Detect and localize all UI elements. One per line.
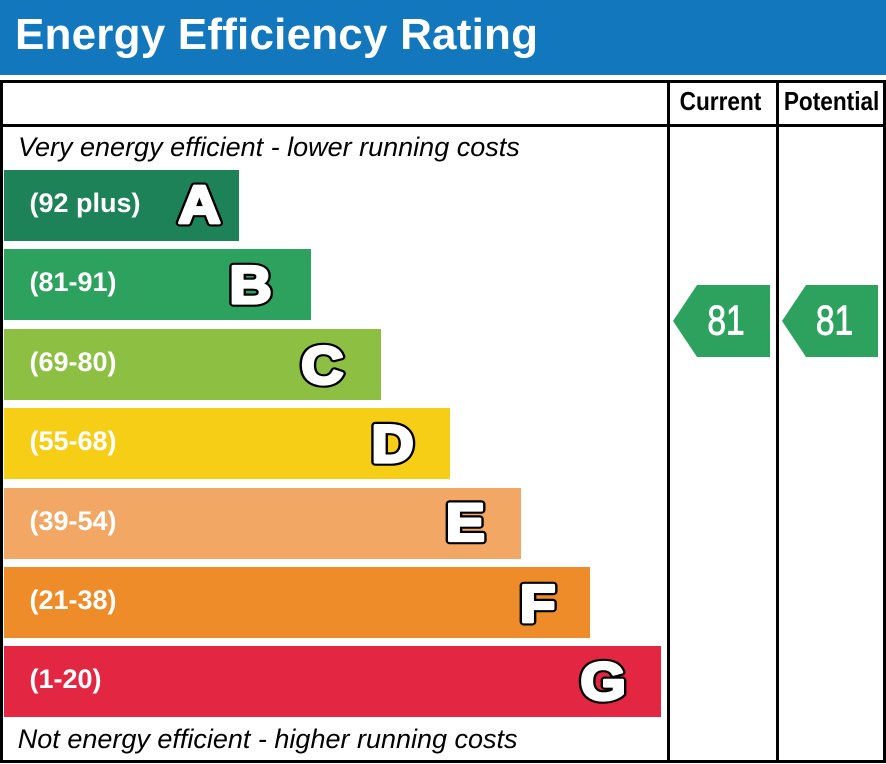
svg-text:B: B bbox=[229, 255, 271, 314]
svg-text:G: G bbox=[580, 652, 625, 711]
svg-text:A: A bbox=[178, 176, 220, 235]
svg-text:B: B bbox=[229, 255, 271, 314]
svg-text:C: C bbox=[301, 336, 343, 395]
svg-text:F: F bbox=[520, 574, 556, 633]
svg-text:D: D bbox=[372, 415, 414, 474]
svg-text:D: D bbox=[372, 415, 414, 474]
svg-text:E: E bbox=[446, 493, 485, 552]
svg-text:C: C bbox=[301, 336, 343, 395]
svg-text:F: F bbox=[520, 574, 556, 633]
svg-text:G: G bbox=[580, 652, 625, 711]
svg-text:E: E bbox=[446, 493, 485, 552]
svg-text:A: A bbox=[178, 176, 220, 235]
svg-text:81: 81 bbox=[816, 298, 853, 344]
svg-text:81: 81 bbox=[707, 298, 744, 344]
